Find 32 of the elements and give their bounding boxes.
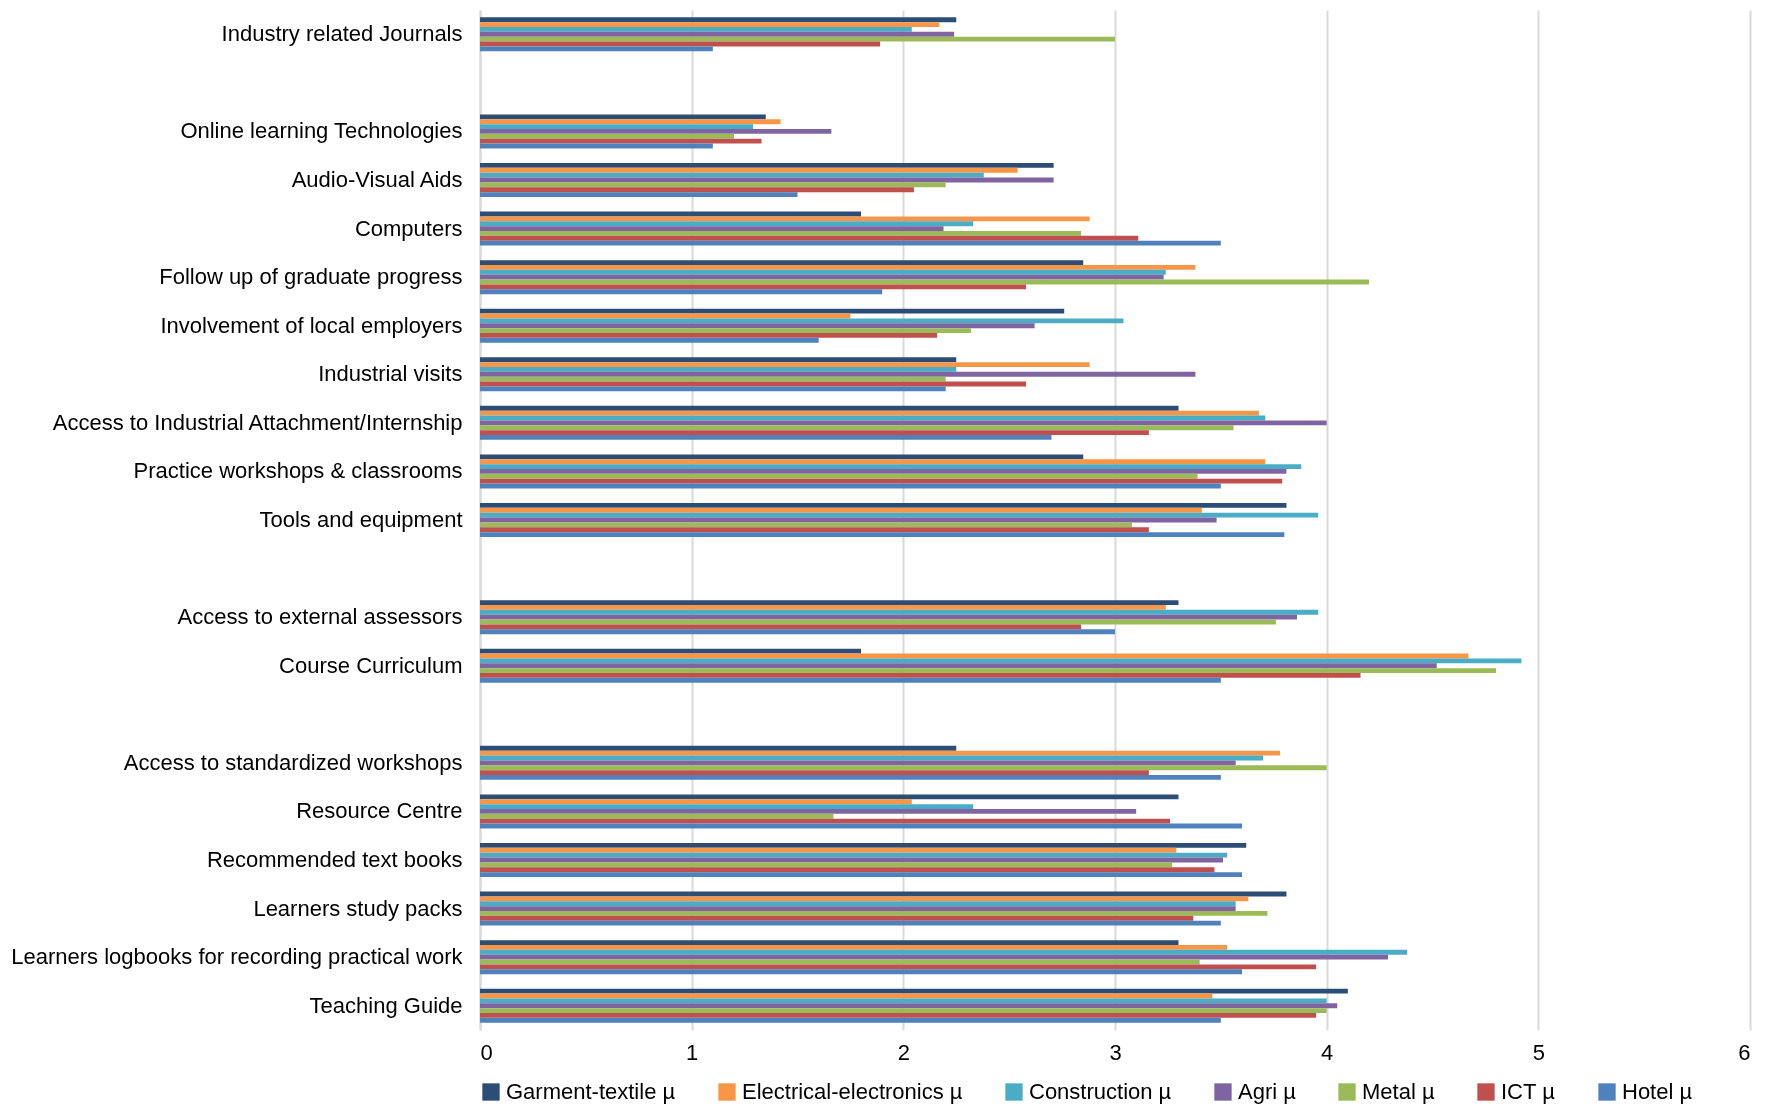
x-tick-label: 1 — [686, 1039, 699, 1065]
y-tick-label: Course Curriculum — [279, 652, 463, 678]
y-tick-label: Learners study packs — [253, 895, 463, 921]
y-tick-label: Resource Centre — [296, 798, 463, 824]
legend-label: Construction µ — [1029, 1079, 1172, 1104]
y-tick-label: Follow up of graduate progress — [159, 264, 463, 290]
legend-label: Agri µ — [1238, 1079, 1297, 1104]
legend-label: Garment-textile µ — [506, 1079, 676, 1104]
y-tick-label: Audio-Visual Aids — [291, 167, 463, 192]
legend-label: Electrical-electronics µ — [742, 1079, 963, 1104]
legend-label: Hotel µ — [1622, 1079, 1693, 1104]
legend-label: ICT µ — [1501, 1079, 1556, 1104]
y-tick-label: Access to external assessors — [177, 604, 463, 630]
y-tick-label: Recommended text books — [206, 847, 463, 872]
x-tick-label: 5 — [1532, 1039, 1545, 1065]
y-tick-label: Involvement of local employers — [160, 312, 463, 338]
x-tick-label: 6 — [1738, 1039, 1751, 1065]
y-tick-label: Online learning Technologies — [180, 118, 463, 144]
y-tick-label: Practice workshops & classrooms — [133, 458, 463, 484]
y-tick-label: Learners logbooks for recording practical work — [11, 944, 464, 970]
y-tick-label: Tools and equipment — [259, 507, 463, 532]
x-tick-label: 3 — [1109, 1039, 1122, 1065]
x-tick-label: 0 — [480, 1039, 493, 1065]
y-tick-label: Access to Industrial Attachment/Internship — [52, 409, 463, 435]
legend-label: Metal µ — [1362, 1079, 1435, 1104]
x-tick-label: 4 — [1321, 1039, 1334, 1065]
y-tick-label: Access to standardized workshops — [123, 749, 463, 775]
y-tick-label: Industry related Journals — [221, 21, 463, 47]
x-tick-label: 2 — [897, 1039, 910, 1065]
y-tick-label: Computers — [354, 215, 463, 241]
y-tick-label: Industrial visits — [318, 361, 463, 387]
y-tick-label: Teaching Guide — [309, 992, 463, 1018]
